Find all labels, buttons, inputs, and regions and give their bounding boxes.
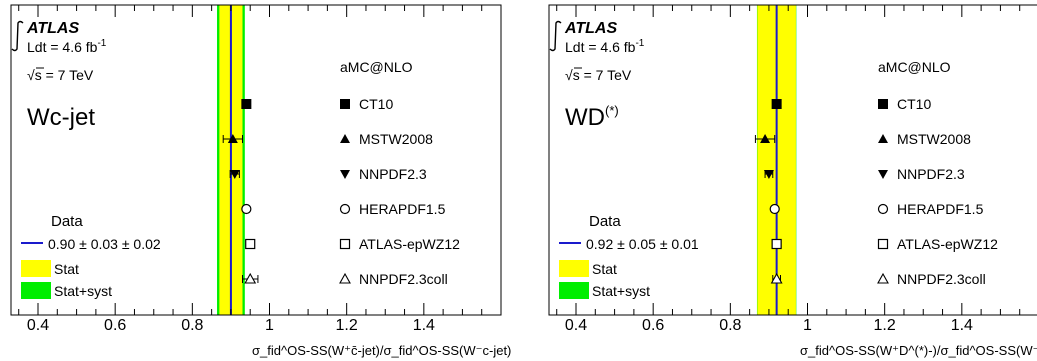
legend-label: HERAPDF1.5 [897,201,984,217]
data-point-herapdf1-5 [769,203,780,215]
data-point-atlas-epwz12 [771,238,782,250]
statsyst-legend-label: Stat+syst [54,283,112,299]
x-tick-label: 1.4 [951,317,973,334]
x-axis-label: σ_fid^OS-SS(W⁺c̄-jet)/σ_fid^OS-SS(W⁻c-je… [252,343,511,358]
stat-legend-label: Stat [54,261,79,277]
statsyst-legend-swatch [21,282,51,299]
x-tick-label: 1 [265,317,274,334]
legend-marker [877,272,889,284]
panel-1: 0.4 0.6 0.8 1 1.2 1.4 σ_fid^OS-SS(W⁺c̄-jet)/σ_… [10,4,511,358]
legend-marker [878,170,888,179]
luminosity-exponent: -1 [635,38,644,49]
legend-marker [877,203,889,215]
panel-2: 0.4 0.6 0.8 1 1.2 1.4 σ_fid^OS-SS(W⁺D^(*)-)/σ_… [548,4,1037,358]
sqrt-symbol: √ [565,67,573,83]
x-tick-label: 1 [803,317,812,334]
atlas-label: ATLAS [564,20,617,37]
process-name: WD [565,104,605,131]
energy-label: √s = 7 TeV [565,67,632,83]
stat-legend-label: Stat [592,261,617,277]
data-point-nnpdf2-3coll [244,272,257,284]
legend-label: MSTW2008 [359,131,433,147]
legend-label: CT10 [897,96,931,112]
energy-label: √s = 7 TeV [27,67,94,83]
x-tick-label: 1.2 [336,317,358,334]
legend-label: NNPDF2.3coll [897,271,986,287]
process-label: Wc-jet [27,104,95,131]
integral-sign [549,20,562,52]
stat-legend-swatch [559,260,589,277]
x-tick-label: 0.4 [565,317,587,334]
data-legend-title: Data [51,213,83,230]
legend-label: MSTW2008 [897,131,971,147]
data-legend-value: 0.90 ± 0.03 ± 0.02 [48,236,161,252]
data-point-mstw2008 [227,134,238,143]
luminosity-label: Ldt = 4.6 fb-1 [27,38,107,55]
legend-marker [878,99,888,109]
legend-marker [340,134,350,143]
data-point-atlas-epwz12 [245,238,256,250]
data-point-ct10 [771,99,782,109]
legend-marker [339,272,351,284]
luminosity-exponent: -1 [97,38,106,49]
x-tick-label: 0.8 [719,317,741,334]
data-point-nnpdf2-3 [229,170,240,179]
x-axis-label: σ_fid^OS-SS(W⁺D^(*)-)/σ_fid^OS-SS(W⁻D^(*… [800,343,1037,358]
stat-legend-swatch [21,260,51,277]
x-tick-label: 0.6 [104,317,126,334]
legend-marker [340,170,350,179]
legend-label: NNPDF2.3 [359,166,427,182]
x-tick-label: 1.2 [874,317,896,334]
x-tick-label: 1.4 [413,317,435,334]
legend-label: NNPDF2.3coll [359,271,448,287]
legend-label: HERAPDF1.5 [359,201,446,217]
statsyst-legend-swatch [559,282,589,299]
plot-frame [548,4,1037,316]
data-point-ct10 [241,99,252,109]
sqrt-symbol: √ [27,67,35,83]
generator-label: aMC@NLO [878,59,951,75]
generator-label: aMC@NLO [340,59,413,75]
legend-marker [339,203,351,215]
legend-label: NNPDF2.3 [897,166,965,182]
x-tick-label: 0.8 [181,317,203,334]
data-legend-title: Data [589,213,621,230]
process-superscript: (*) [605,103,619,118]
legend-marker [340,99,350,109]
legend-label: ATLAS-epWZ12 [359,236,460,252]
legend-marker [878,134,888,143]
legend-marker [877,238,889,250]
atlas-label: ATLAS [26,20,79,37]
x-tick-label: 0.4 [27,317,49,334]
process-name: Wc-jet [27,104,95,131]
legend-label: CT10 [359,96,393,112]
plot-frame [10,4,502,316]
x-tick-label: 0.6 [642,317,664,334]
luminosity-value: Ldt = 4.6 fb [565,39,636,55]
data-point-herapdf1-5 [241,203,252,215]
luminosity-value: Ldt = 4.6 fb [27,39,98,55]
legend-label: ATLAS-epWZ12 [897,236,998,252]
luminosity-label: Ldt = 4.6 fb-1 [565,38,645,55]
data-legend-value: 0.92 ± 0.05 ± 0.01 [586,236,699,252]
integral-sign [11,20,24,52]
data-point-mstw2008 [760,134,771,143]
statsyst-legend-label: Stat+syst [592,283,650,299]
energy-value: s = 7 TeV [35,67,94,83]
data-point-nnpdf2-3 [763,170,774,179]
data-point-nnpdf2-3coll [770,272,783,284]
process-label: WD(*) [565,103,619,131]
energy-value: s = 7 TeV [573,67,632,83]
legend-marker [339,238,351,250]
